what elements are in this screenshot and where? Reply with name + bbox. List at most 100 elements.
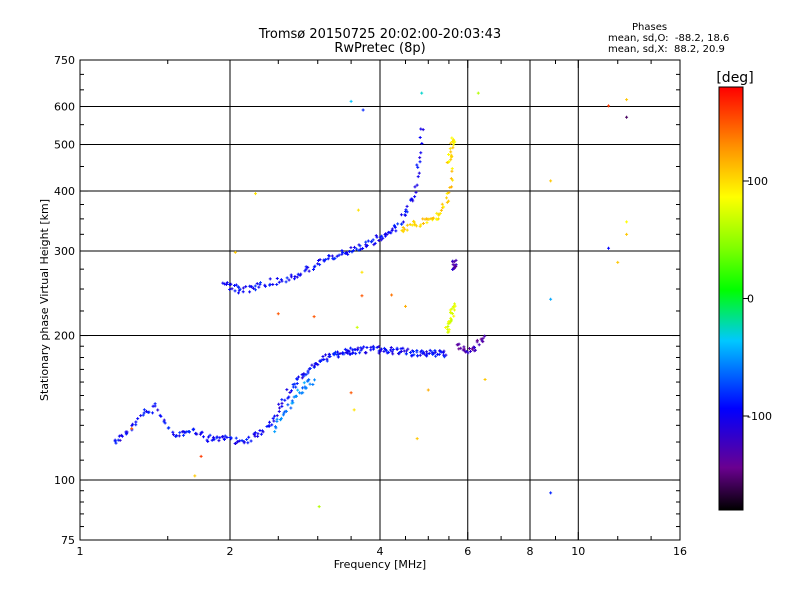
trace-point — [421, 221, 425, 225]
trace-point — [419, 223, 423, 227]
trace-point — [446, 330, 450, 334]
trace-point — [171, 433, 175, 437]
trace-point — [293, 394, 297, 398]
trace-point — [414, 224, 418, 228]
trace-point — [146, 410, 150, 414]
trace-point — [343, 347, 347, 351]
scatter-point — [625, 115, 629, 119]
trace-point — [324, 353, 328, 357]
y-tick-label: 300 — [54, 245, 75, 258]
trace-point — [238, 287, 242, 291]
trace-point — [418, 136, 422, 140]
trace-point — [369, 240, 373, 244]
trace-point — [452, 314, 456, 318]
trace-point — [405, 228, 409, 232]
y-tick-label: 600 — [54, 101, 75, 114]
trace-point — [242, 441, 246, 445]
scatter-point — [625, 98, 629, 102]
trace-point — [340, 249, 344, 253]
trace-point — [246, 441, 250, 445]
trace-point — [433, 349, 437, 353]
trace-point — [236, 439, 240, 443]
trace-point — [273, 430, 277, 434]
trace-point — [257, 285, 261, 289]
trace-point — [401, 346, 405, 350]
trace-point — [299, 272, 303, 276]
trace-point — [281, 413, 285, 417]
trace-point — [444, 353, 448, 357]
trace-point — [358, 244, 362, 248]
trace-point — [451, 259, 455, 263]
trace-point — [401, 229, 405, 233]
trace-point — [390, 350, 394, 354]
trace-point — [283, 398, 287, 402]
trace-point — [349, 246, 353, 250]
trace-point — [221, 281, 225, 285]
trace-point — [156, 408, 160, 412]
trace-point — [440, 202, 444, 206]
trace-point — [256, 432, 260, 436]
trace-point — [418, 353, 422, 357]
trace-point — [301, 386, 305, 390]
trace-point — [391, 352, 395, 356]
trace-point — [118, 438, 122, 442]
trace-point — [373, 241, 377, 245]
trace-point — [454, 258, 458, 262]
trace-point — [419, 127, 423, 131]
trace-point — [442, 205, 446, 209]
trace-point — [457, 347, 461, 351]
trace-point — [418, 160, 422, 164]
trace-point — [421, 351, 425, 355]
scatter-point — [360, 294, 364, 298]
trace-point — [450, 185, 454, 189]
trace-point — [451, 263, 455, 267]
trace-point — [144, 409, 148, 413]
trace-point — [412, 219, 416, 223]
trace-point — [321, 355, 325, 359]
trace-point — [349, 346, 353, 350]
trace-point — [233, 289, 237, 293]
trace-point — [341, 251, 345, 255]
trace-point — [233, 283, 237, 287]
trace-point — [285, 388, 289, 392]
trace-point — [303, 385, 307, 389]
trace-point — [289, 389, 293, 393]
trace-point — [449, 141, 453, 145]
phases-stats-x-mode: mean, sd,X: 88.2, 20.9 — [608, 44, 725, 55]
trace-point — [200, 430, 204, 434]
trace-point — [469, 349, 473, 353]
trace-point — [285, 276, 289, 280]
trace-point — [439, 350, 443, 354]
trace-point — [436, 217, 440, 221]
trace-point — [362, 345, 366, 349]
trace-point — [312, 364, 316, 368]
y-tick-label: 200 — [54, 330, 75, 343]
trace-point — [272, 419, 276, 423]
trace-point — [134, 420, 138, 424]
trace-point — [303, 269, 307, 273]
trace-point — [404, 349, 408, 353]
trace-point — [247, 435, 251, 439]
trace-point — [310, 363, 314, 367]
trace-point — [333, 256, 337, 260]
trace-point — [452, 138, 456, 142]
trace-point — [142, 408, 146, 412]
trace-point — [336, 355, 340, 359]
trace-point — [416, 354, 420, 358]
trace-point — [295, 377, 299, 381]
y-tick-label: 500 — [54, 139, 75, 152]
scatter-point — [355, 325, 359, 329]
trace-point — [250, 285, 254, 289]
trace-point — [354, 352, 358, 356]
trace-point — [256, 434, 260, 438]
trace-point — [228, 288, 232, 292]
trace-point — [311, 268, 315, 272]
trace-point — [335, 353, 339, 357]
trace-point — [452, 305, 456, 309]
trace-point — [474, 348, 478, 352]
trace-point — [445, 161, 449, 165]
trace-point — [405, 223, 409, 227]
trace-point — [343, 251, 347, 255]
trace-point — [408, 351, 412, 355]
trace-point — [369, 345, 373, 349]
